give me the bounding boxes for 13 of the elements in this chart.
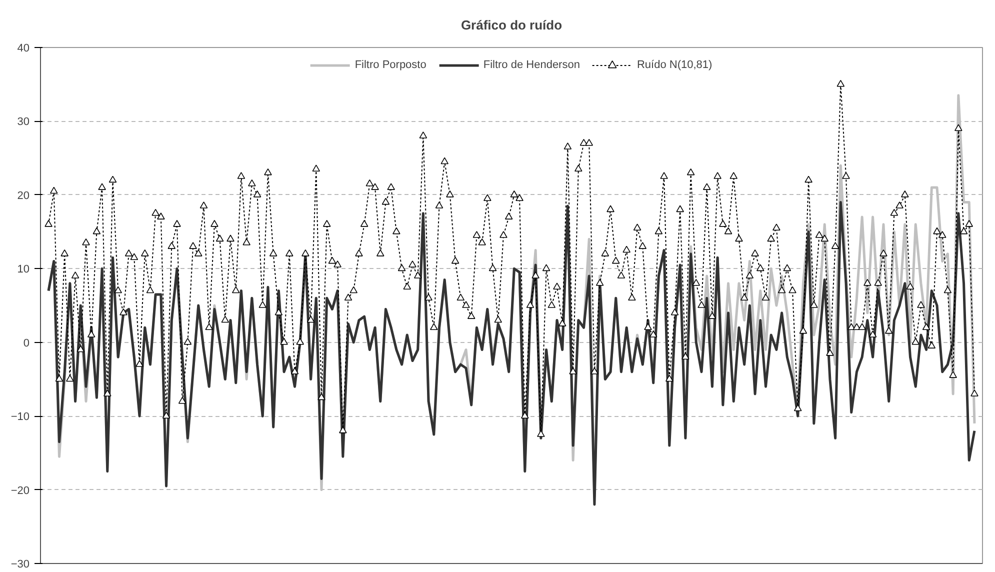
legend-label: Filtro Porposto	[354, 59, 426, 71]
y-tick-label: 0	[23, 337, 30, 350]
y-tick-label: 40	[17, 42, 30, 54]
legend-label: Ruído N(10,81)	[636, 59, 712, 71]
y-tick-label: −30	[10, 558, 30, 570]
y-tick-label: 10	[17, 264, 30, 276]
chart-title: Gráfico do ruído	[460, 18, 562, 32]
line-series	[47, 201, 976, 506]
y-tick-label: −10	[10, 411, 30, 424]
y-tick-label: 20	[17, 190, 30, 202]
y-tick-label: −20	[10, 484, 30, 497]
y-tick-label: 30	[17, 116, 30, 128]
legend-label: Filtro de Henderson	[483, 59, 580, 71]
